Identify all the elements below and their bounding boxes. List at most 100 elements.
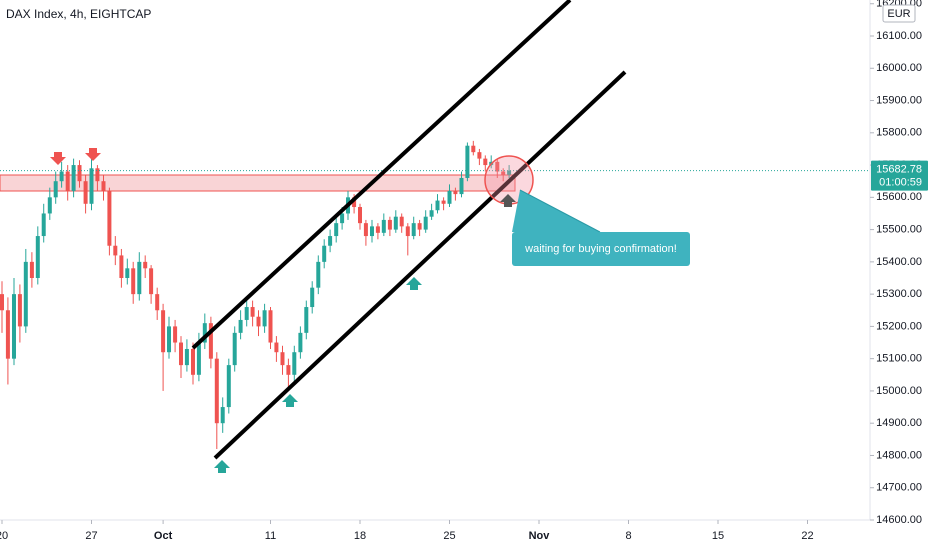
candle-body bbox=[35, 236, 40, 278]
candle-body bbox=[226, 365, 231, 408]
candle-body bbox=[208, 323, 213, 359]
callout-text: waiting for buying confirmation! bbox=[524, 243, 677, 255]
candle-body bbox=[399, 216, 404, 227]
candle-body bbox=[250, 307, 255, 317]
candle-body bbox=[17, 294, 22, 327]
candle-body bbox=[23, 261, 28, 327]
arrow-up bbox=[500, 194, 516, 207]
x-tick-label: 22 bbox=[801, 530, 813, 542]
candle-body bbox=[83, 181, 88, 204]
x-tick-label: Oct bbox=[154, 530, 173, 542]
arrow-up bbox=[406, 277, 422, 290]
x-tick-label: 25 bbox=[443, 530, 455, 542]
candle-body bbox=[334, 223, 339, 237]
x-tick-label: 8 bbox=[625, 530, 631, 542]
candle-body bbox=[101, 181, 106, 191]
candle-body bbox=[417, 223, 422, 230]
candle-body bbox=[298, 332, 303, 353]
candle-body bbox=[447, 190, 452, 204]
channel-lower bbox=[213, 70, 627, 460]
candle-body bbox=[161, 310, 166, 353]
candle-body bbox=[262, 310, 267, 327]
y-tick-label: 16100.00 bbox=[876, 30, 922, 42]
candle-body bbox=[214, 358, 219, 424]
y-tick-label: 15900.00 bbox=[876, 94, 922, 106]
y-tick-label: 15100.00 bbox=[876, 353, 922, 365]
y-tick-label: 15500.00 bbox=[876, 224, 922, 236]
candles bbox=[0, 140, 512, 450]
candle-body bbox=[202, 323, 207, 343]
axes: 14600.00 14700.00 14800.00 14900.00 15000.00… bbox=[0, 0, 922, 542]
candle-body bbox=[495, 161, 500, 172]
arrow-up bbox=[282, 394, 298, 407]
last-price-label: 15682.78 bbox=[876, 164, 922, 176]
candle-body bbox=[328, 236, 333, 246]
candle-body bbox=[256, 316, 261, 327]
candle-body bbox=[483, 158, 488, 166]
x-tick-label: 15 bbox=[712, 530, 724, 542]
y-tick-label: 15300.00 bbox=[876, 288, 922, 300]
candle-body bbox=[238, 319, 243, 333]
candle-body bbox=[340, 213, 345, 224]
y-tick-label: 16000.00 bbox=[876, 62, 922, 74]
candle-body bbox=[411, 223, 416, 237]
candle-body bbox=[107, 190, 112, 246]
callout-pointer-line bbox=[519, 189, 601, 233]
candle-body bbox=[167, 326, 172, 353]
x-tick-label: 20 bbox=[0, 530, 8, 542]
candle-body bbox=[149, 268, 154, 295]
candle-body bbox=[29, 261, 34, 278]
x-tick-label: 27 bbox=[85, 530, 97, 542]
candle-body bbox=[304, 307, 309, 333]
candle-body bbox=[59, 171, 64, 182]
candle-body bbox=[119, 255, 124, 278]
candle-body bbox=[125, 268, 130, 278]
candle-body bbox=[286, 365, 291, 375]
x-tick-label: 18 bbox=[354, 530, 366, 542]
callout-box bbox=[512, 232, 690, 266]
candle-body bbox=[53, 181, 58, 198]
candle-body bbox=[369, 226, 374, 237]
candle-body bbox=[5, 310, 10, 359]
candle-body bbox=[381, 219, 386, 233]
currency-label: EUR bbox=[887, 8, 910, 20]
candle-body bbox=[459, 177, 464, 195]
candle-body bbox=[477, 152, 482, 159]
candle-body bbox=[352, 197, 357, 208]
candle-body bbox=[65, 171, 70, 191]
candle-body bbox=[113, 245, 118, 256]
candle-body bbox=[363, 223, 368, 237]
candle-body bbox=[322, 245, 327, 262]
candle-body bbox=[244, 307, 249, 320]
candle-body bbox=[405, 226, 410, 237]
x-tick-label: Nov bbox=[529, 530, 551, 542]
candle-body bbox=[423, 216, 428, 230]
candle-body bbox=[453, 190, 458, 195]
candle-body bbox=[220, 407, 225, 424]
y-tick-label: 15400.00 bbox=[876, 256, 922, 268]
y-tick-label: 15600.00 bbox=[876, 191, 922, 203]
candle-body bbox=[95, 168, 100, 182]
candle-body bbox=[173, 326, 178, 343]
candle-body bbox=[375, 226, 380, 233]
y-tick-label: 15000.00 bbox=[876, 385, 922, 397]
candle-body bbox=[89, 168, 94, 204]
y-tick-label: 14900.00 bbox=[876, 417, 922, 429]
y-tick-label: 15200.00 bbox=[876, 320, 922, 332]
candle-body bbox=[393, 216, 398, 230]
candle-body bbox=[507, 170, 512, 175]
resistance-zone bbox=[0, 174, 516, 192]
candle-body bbox=[179, 342, 183, 366]
candle-body bbox=[280, 352, 285, 366]
currency-box bbox=[882, 4, 916, 23]
candle-body bbox=[47, 197, 52, 214]
channel-upper bbox=[191, 0, 572, 350]
candle-body bbox=[501, 171, 506, 175]
candle-body bbox=[143, 261, 148, 269]
candle-body bbox=[358, 207, 362, 224]
candle-body bbox=[429, 210, 434, 217]
candle-body bbox=[232, 332, 237, 366]
